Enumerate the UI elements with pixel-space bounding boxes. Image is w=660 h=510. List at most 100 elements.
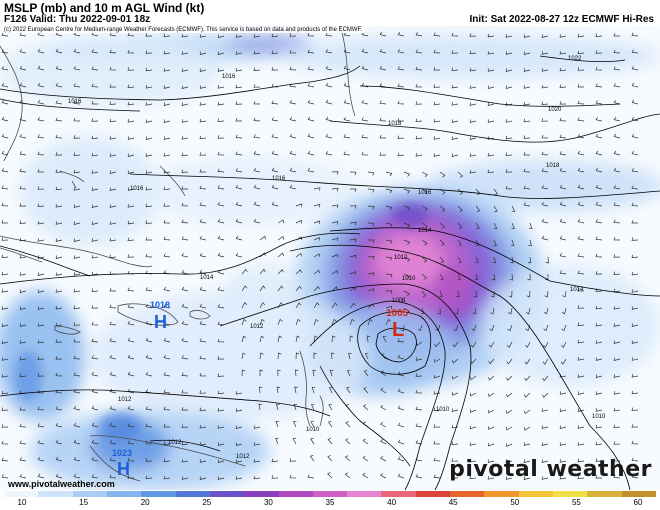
wind-barb	[349, 335, 354, 343]
colorbar-segment	[209, 491, 245, 497]
wind-barb	[421, 256, 428, 263]
wind-barb	[487, 51, 495, 55]
wind-barb	[397, 422, 405, 428]
wind-barb	[37, 32, 45, 37]
wind-barb	[343, 117, 351, 122]
wind-barb	[528, 239, 532, 247]
wind-barb	[217, 135, 225, 139]
wind-barb	[559, 253, 567, 258]
wind-barb	[345, 421, 351, 428]
wind-barb	[127, 337, 135, 343]
map-header: MSLP (mb) and 10 m AGL Wind (kt) F126 Va…	[0, 0, 660, 30]
wind-barb	[487, 392, 495, 397]
wind-barb	[331, 187, 339, 192]
wind-barb	[235, 84, 243, 89]
wind-barb	[526, 290, 531, 298]
wind-barb	[109, 371, 117, 377]
wind-barb	[73, 473, 81, 479]
wind-barb	[91, 422, 99, 428]
wind-barb	[313, 253, 321, 258]
wind-barb	[55, 406, 63, 411]
wind-barb	[577, 218, 585, 224]
wind-barb	[19, 49, 27, 54]
wind-barb	[91, 153, 99, 157]
wind-barb	[631, 390, 639, 395]
wind-barb	[577, 150, 585, 156]
wind-barb	[145, 67, 153, 72]
wind-barb	[397, 338, 405, 343]
wind-barb	[37, 272, 45, 276]
wind-barb	[577, 67, 585, 71]
wind-barb	[415, 440, 423, 445]
wind-barb	[403, 239, 411, 245]
wind-barb	[487, 85, 495, 89]
wind-barb	[235, 201, 243, 207]
wind-barb	[217, 235, 225, 241]
wind-barb	[199, 424, 207, 429]
wind-barb	[217, 476, 225, 480]
wind-barb	[145, 119, 153, 123]
wind-barb	[595, 133, 603, 139]
wind-barb	[235, 442, 243, 446]
wind-barb	[559, 235, 567, 241]
map-panel[interactable]: 1022 1020 1018 1018 1016 1016 1016 1016 …	[0, 26, 660, 490]
wind-barb	[235, 218, 243, 224]
website-link[interactable]: www.pivotalweather.com	[8, 479, 115, 489]
init-time: Init: Sat 2022-08-27 12z ECMWF Hi-Res	[469, 14, 655, 25]
wind-barb	[397, 439, 405, 445]
wind-barb	[397, 152, 405, 157]
wind-barb	[127, 354, 135, 360]
wind-barb	[127, 440, 135, 445]
wind-barb	[163, 136, 171, 140]
wind-barb	[217, 408, 225, 412]
wind-barb	[541, 476, 549, 480]
wind-barb	[1, 289, 9, 293]
wind-barb	[511, 222, 515, 230]
wind-barb	[19, 32, 27, 37]
colorbar-label: 20	[140, 498, 150, 507]
wind-barb	[217, 390, 225, 395]
colorbar-segment	[38, 491, 73, 497]
wind-barb	[37, 323, 45, 327]
wind-barb	[325, 82, 333, 88]
wind-barb	[343, 99, 351, 105]
wind-barb	[289, 167, 297, 173]
wind-barb	[73, 117, 81, 122]
wind-barb	[253, 134, 261, 139]
wind-barb	[217, 68, 225, 72]
wind-barb	[55, 238, 63, 242]
wind-barb	[55, 100, 63, 105]
wind-barb	[163, 169, 171, 174]
wind-barb	[55, 221, 63, 225]
wind-barb	[595, 202, 603, 207]
wind-barb	[505, 443, 513, 447]
wind-barb	[403, 205, 411, 211]
wind-barb	[289, 458, 297, 462]
wind-barb	[277, 219, 285, 224]
wind-barb	[385, 188, 393, 194]
wind-barb	[289, 100, 297, 105]
wind-barb	[439, 273, 444, 281]
wind-barb	[163, 476, 171, 480]
wind-barb	[559, 476, 567, 480]
wind-barb	[469, 85, 477, 89]
wind-barb	[37, 339, 45, 344]
wind-barb	[631, 457, 639, 462]
isobar-label: 1010	[436, 407, 450, 413]
wind-barb	[559, 67, 567, 72]
wind-barb	[397, 135, 405, 139]
wind-barb	[55, 306, 63, 310]
wind-barb	[253, 201, 261, 207]
wind-barb	[313, 352, 317, 360]
wind-barb	[362, 438, 369, 445]
wind-barb	[145, 153, 153, 157]
wind-barb	[109, 101, 117, 105]
wind-barb	[433, 440, 441, 445]
wind-barb	[312, 369, 316, 377]
colorbar-label: 50	[510, 498, 520, 507]
high-pressure-center: 1023 H	[112, 448, 132, 479]
wind-barb	[1, 237, 9, 241]
wind-barb	[631, 474, 639, 479]
wind-barb	[271, 67, 279, 71]
wind-barb	[577, 391, 585, 395]
